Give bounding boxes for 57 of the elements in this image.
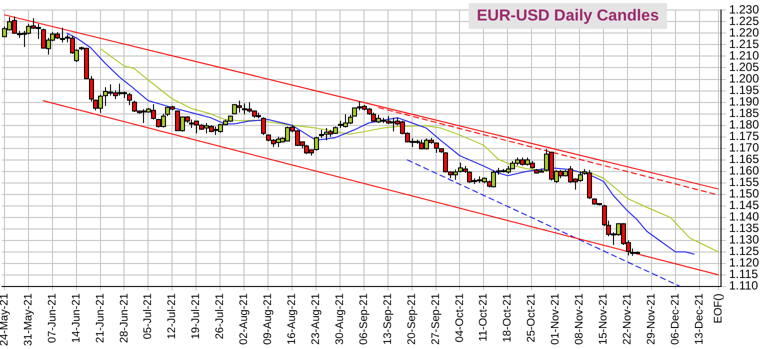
x-tick-label: 06-Dec-21 bbox=[669, 293, 682, 345]
x-tick-label: EOF() bbox=[712, 293, 725, 324]
x-tick-label: 26-Jul-21 bbox=[214, 293, 226, 340]
x-tick-label: 07-Jun-21 bbox=[46, 293, 58, 343]
y-tick-label: 1.200 bbox=[728, 72, 760, 86]
y-tick-label: 1.135 bbox=[728, 221, 760, 236]
y-tick-label: 1.220 bbox=[728, 26, 760, 40]
y-tick-label: 1.155 bbox=[728, 175, 760, 190]
y-tick-label: 1.165 bbox=[728, 152, 760, 166]
y-tick-label: 1.130 bbox=[728, 232, 760, 247]
x-tick-label: 08-Nov-21 bbox=[574, 293, 586, 345]
x-tick-label: 25-Oct-21 bbox=[526, 293, 538, 342]
y-tick-label: 1.175 bbox=[728, 129, 760, 144]
x-tick-label: 21-Jun-21 bbox=[94, 293, 106, 343]
x-tick-label: 13-Dec-21 bbox=[693, 293, 706, 345]
x-tick-label: 24-May-21 bbox=[0, 293, 10, 346]
y-tick-label: 1.110 bbox=[728, 278, 758, 293]
x-tick-label: 05-Jul-21 bbox=[142, 293, 154, 340]
y-tick-label: 1.145 bbox=[728, 198, 760, 212]
x-tick-label: 28-Jun-21 bbox=[118, 293, 130, 343]
x-tick-label: 12-Jul-21 bbox=[166, 293, 178, 340]
x-tick-label: 13-Sep-21 bbox=[382, 293, 394, 345]
x-tick-label: 22-Nov-21 bbox=[622, 293, 634, 345]
y-tick-label: 1.185 bbox=[728, 106, 760, 120]
y-tick-label: 1.210 bbox=[728, 48, 760, 63]
x-tick-label: 15-Nov-21 bbox=[598, 293, 610, 345]
y-tick-label: 1.225 bbox=[728, 14, 760, 28]
x-tick-label: 01-Nov-21 bbox=[550, 293, 562, 345]
x-tick-label: 02-Aug-21 bbox=[238, 293, 250, 345]
y-tick-label: 1.215 bbox=[728, 37, 760, 52]
x-tick-label: 30-Aug-21 bbox=[334, 293, 346, 345]
x-tick-label: 31-May-21 bbox=[22, 293, 34, 346]
x-tick-label: 19-Jul-21 bbox=[190, 293, 202, 340]
y-tick-label: 1.150 bbox=[728, 186, 760, 201]
x-tick-label: 06-Sep-21 bbox=[358, 293, 370, 345]
y-tick-label: 1.180 bbox=[728, 118, 760, 132]
x-tick-label: 09-Aug-21 bbox=[262, 293, 274, 345]
x-tick-label: 29-Nov-21 bbox=[646, 293, 658, 345]
x-tick-label: 18-Oct-21 bbox=[502, 293, 514, 342]
y-tick-label: 1.195 bbox=[728, 83, 760, 98]
x-tick-label: 23-Aug-21 bbox=[310, 293, 322, 345]
y-tick-label: 1.140 bbox=[728, 210, 760, 224]
y-tick-label: 1.115 bbox=[728, 267, 758, 282]
y-tick-label: 1.205 bbox=[728, 60, 760, 74]
y-tick-label: 1.120 bbox=[728, 256, 760, 270]
x-tick-label: 04-Oct-21 bbox=[454, 293, 466, 342]
y-tick-label: 1.190 bbox=[728, 94, 760, 109]
x-tick-label: 20-Sep-21 bbox=[406, 293, 418, 345]
x-tick-label: 27-Sep-21 bbox=[430, 293, 442, 345]
y-tick-label: 1.125 bbox=[728, 244, 760, 258]
x-tick-label: 14-Jun-21 bbox=[70, 293, 82, 343]
x-tick-label: 11-Oct-21 bbox=[478, 293, 490, 342]
y-tick-label: 1.160 bbox=[728, 164, 760, 178]
chart-title: EUR-USD Daily Candles bbox=[476, 7, 660, 24]
y-tick-label: 1.170 bbox=[728, 140, 760, 155]
y-tick-label: 1.230 bbox=[728, 2, 760, 17]
x-tick-label: 16-Aug-21 bbox=[286, 293, 298, 345]
